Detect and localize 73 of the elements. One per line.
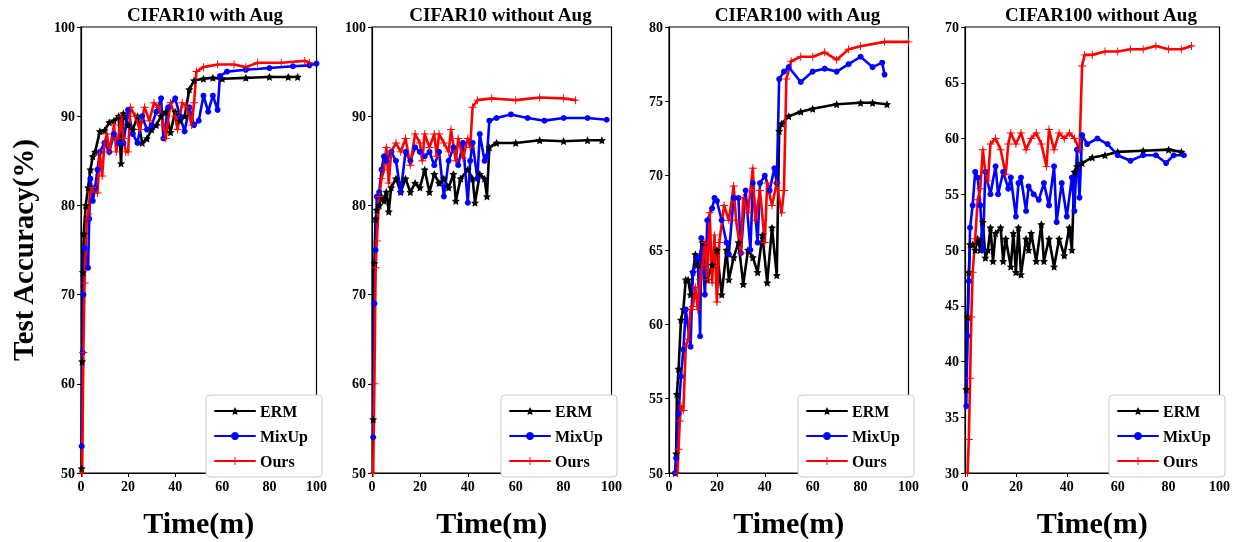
x-tick-label: 100 bbox=[1209, 478, 1230, 494]
x-tick-label: 60 bbox=[805, 478, 820, 494]
x-tick-label: 100 bbox=[601, 478, 622, 494]
y-tick-label: 60 bbox=[945, 131, 959, 146]
y-tick-label: 65 bbox=[649, 242, 663, 258]
x-tick-label: 20 bbox=[709, 478, 724, 494]
x-axis-title: Time(m) bbox=[1036, 505, 1148, 540]
y-tick-label: 60 bbox=[649, 316, 663, 332]
y-tick-label: 90 bbox=[61, 108, 75, 124]
x-tick-label: 20 bbox=[121, 478, 136, 494]
x-tick-label: 0 bbox=[368, 478, 376, 494]
y-tick-label: 40 bbox=[945, 354, 959, 369]
y-axis-title: Test Accuracy(%) bbox=[6, 138, 40, 362]
x-axis-title: Time(m) bbox=[143, 505, 255, 540]
legend-label: ERM bbox=[1163, 402, 1201, 420]
x-tick-label: 40 bbox=[168, 478, 183, 494]
y-tick-label: 100 bbox=[345, 19, 366, 35]
x-axis-title: Time(m) bbox=[733, 505, 845, 540]
legend-label: Ours bbox=[260, 452, 295, 470]
x-tick-label: 40 bbox=[1059, 478, 1074, 494]
x-axis-title: Time(m) bbox=[436, 505, 548, 540]
x-tick-label: 60 bbox=[1110, 478, 1125, 494]
x-tick-label: 20 bbox=[1008, 478, 1023, 494]
legend-label: Ours bbox=[555, 452, 590, 470]
x-tick-label: 100 bbox=[898, 478, 919, 494]
y-tick-label: 70 bbox=[945, 19, 959, 35]
x-tick-label: 60 bbox=[508, 478, 523, 494]
y-tick-label: 90 bbox=[352, 108, 366, 124]
x-tick-label: 0 bbox=[961, 478, 969, 494]
legend-label: MixUp bbox=[1163, 427, 1212, 446]
x-tick-label: 0 bbox=[77, 478, 85, 494]
x-tick-label: 100 bbox=[306, 478, 327, 494]
y-tick-label: 70 bbox=[649, 168, 663, 184]
x-tick-label: 20 bbox=[412, 478, 427, 494]
chart-title: CIFAR100 with Aug bbox=[714, 4, 881, 25]
chart-title: CIFAR100 without Aug bbox=[1005, 4, 1198, 25]
x-tick-label: 80 bbox=[1161, 478, 1176, 494]
y-tick-label: 60 bbox=[61, 376, 75, 392]
y-tick-label: 50 bbox=[61, 465, 75, 481]
y-tick-label: 50 bbox=[649, 465, 663, 481]
y-tick-label: 50 bbox=[945, 242, 959, 258]
x-tick-label: 80 bbox=[853, 478, 868, 494]
legend-label: MixUp bbox=[555, 427, 604, 446]
y-tick-label: 30 bbox=[945, 465, 959, 481]
y-tick-label: 80 bbox=[352, 197, 366, 213]
y-tick-label: 80 bbox=[61, 197, 75, 213]
x-tick-label: 40 bbox=[757, 478, 772, 494]
chart-title: CIFAR10 without Aug bbox=[409, 4, 593, 25]
y-tick-label: 35 bbox=[945, 409, 959, 425]
y-tick-label: 70 bbox=[352, 287, 366, 303]
x-tick-label: 60 bbox=[215, 478, 230, 494]
y-tick-label: 55 bbox=[649, 391, 663, 407]
y-tick-label: 100 bbox=[54, 19, 75, 35]
legend-label: MixUp bbox=[260, 427, 309, 446]
legend-label: ERM bbox=[555, 402, 593, 420]
legend-label: ERM bbox=[260, 402, 298, 420]
legend-label: Ours bbox=[852, 452, 887, 470]
legend-label: ERM bbox=[852, 402, 890, 420]
y-tick-label: 80 bbox=[649, 19, 663, 35]
y-tick-label: 55 bbox=[945, 186, 959, 202]
x-tick-label: 80 bbox=[262, 478, 277, 494]
y-tick-label: 50 bbox=[352, 465, 366, 481]
y-tick-label: 75 bbox=[649, 93, 663, 109]
chart-title: CIFAR10 with Aug bbox=[127, 4, 284, 25]
y-tick-label: 60 bbox=[352, 376, 366, 392]
y-tick-label: 45 bbox=[945, 298, 959, 314]
x-tick-label: 0 bbox=[665, 478, 673, 494]
legend-label: Ours bbox=[1163, 452, 1198, 470]
x-tick-label: 80 bbox=[556, 478, 571, 494]
x-tick-label: 40 bbox=[460, 478, 475, 494]
y-tick-label: 65 bbox=[945, 75, 959, 91]
legend-label: MixUp bbox=[852, 427, 901, 446]
y-tick-label: 70 bbox=[61, 287, 75, 303]
